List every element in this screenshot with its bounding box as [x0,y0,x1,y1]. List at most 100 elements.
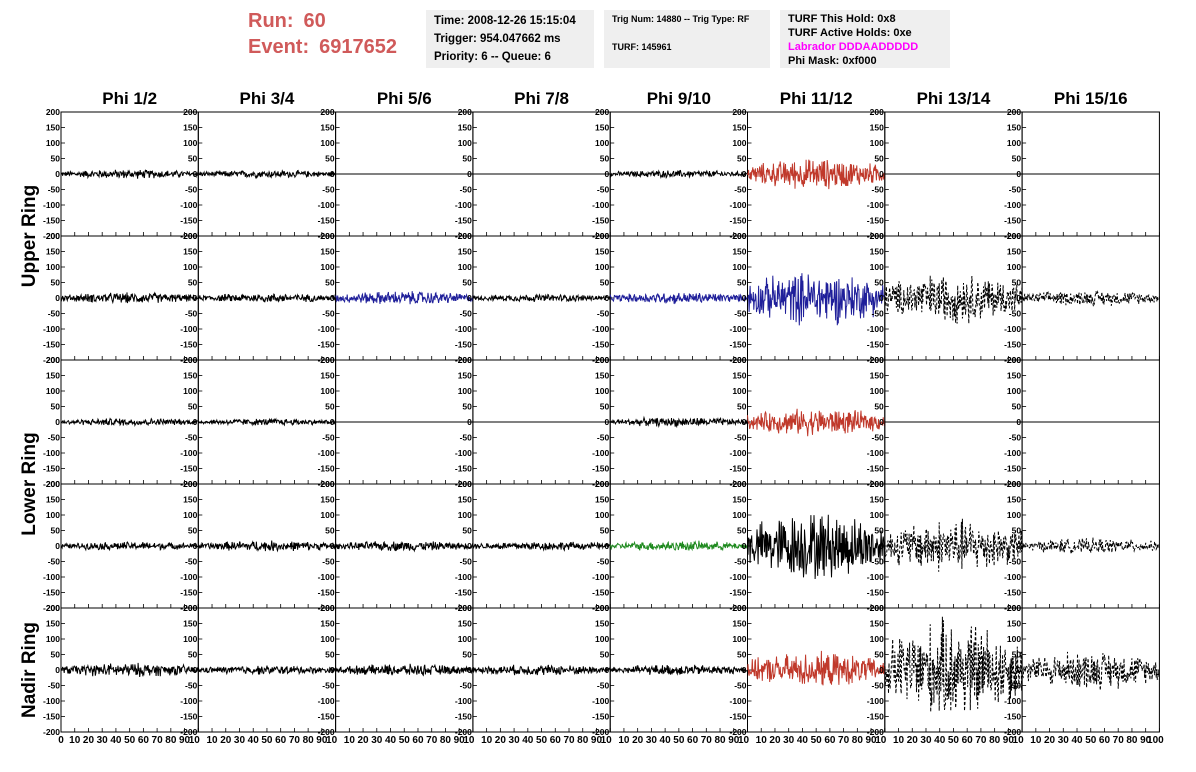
x-tick-label: 10 [738,735,750,746]
y-tick-label: -200 [455,727,472,737]
y-tick-label: -150 [592,464,609,474]
y-tick-label: 50 [51,402,61,412]
waveform-trace [335,291,474,305]
y-tick-label: 0 [467,293,472,303]
y-tick-label: 0 [193,541,198,551]
y-tick-label: 50 [737,278,747,288]
y-tick-label: -150 [43,588,60,598]
x-tick-label: 20 [220,735,232,746]
x-tick-label: 70 [563,735,575,746]
y-tick-label: 150 [183,371,197,381]
y-tick-label: 150 [458,495,472,505]
y-tick-label: 50 [188,278,198,288]
y-tick-label: 50 [1012,278,1022,288]
y-tick-label: -100 [867,448,884,458]
x-tick-label: 10 [1030,735,1042,746]
x-tick-label: 10 [69,735,81,746]
y-tick-label: 50 [600,278,610,288]
y-tick-label: 50 [462,526,472,536]
y-tick-label: -100 [43,696,60,706]
column-title: Phi 7/8 [514,89,569,108]
y-tick-label: -150 [180,588,197,598]
y-tick-label: 150 [1007,619,1021,629]
y-tick-label: -200 [43,603,60,613]
y-tick-label: -150 [43,340,60,350]
y-tick-label: 100 [1007,510,1021,520]
y-tick-label: 150 [732,495,746,505]
y-tick-label: 100 [595,138,609,148]
y-tick-label: -50 [597,557,610,567]
y-tick-label: 200 [870,479,884,489]
turf-info-box: TURF This Hold: 0x8 TURF Active Holds: 0… [780,10,950,68]
y-tick-label: -100 [592,572,609,582]
waveform-trace [609,540,748,552]
x-tick-label: 40 [660,735,672,746]
y-tick-label: -150 [318,712,335,722]
waveform-trace [609,415,748,429]
y-tick-label: 150 [458,619,472,629]
y-tick-label: 0 [467,169,472,179]
y-tick-label: 50 [51,278,61,288]
y-tick-label: 0 [879,293,884,303]
x-tick-label: 90 [316,735,328,746]
y-tick-label: 0 [193,417,198,427]
run-value: 60 [303,10,326,32]
x-tick-label: 60 [824,735,836,746]
x-tick-label: 80 [577,735,589,746]
y-tick-label: -150 [318,340,335,350]
x-tick-label: 90 [866,735,878,746]
x-tick-label: 10 [1013,735,1025,746]
y-tick-label: -150 [455,588,472,598]
y-tick-label: 50 [874,154,884,164]
waveform-trace [60,169,199,180]
trig-num-text: Trig Num: 14880 -- Trig Type: RF [612,14,750,24]
y-tick-label: 0 [55,293,60,303]
y-tick-label: 150 [870,247,884,257]
y-tick-label: -150 [592,340,609,350]
y-tick-label: 200 [458,479,472,489]
x-tick-label: 70 [152,735,164,746]
ring-label: Upper Ring [19,185,40,287]
y-tick-label: 0 [742,665,747,675]
x-tick-label: 50 [124,735,136,746]
y-tick-label: 50 [874,402,884,412]
y-tick-label: 150 [1007,495,1021,505]
y-tick-label: 0 [604,665,609,675]
y-tick-label: -100 [455,572,472,582]
x-tick-label: 50 [811,735,823,746]
waveform-trace [472,293,611,303]
y-tick-label: 50 [188,154,198,164]
x-tick-label: 20 [769,735,781,746]
y-tick-label: 150 [732,247,746,257]
y-tick-label: 0 [467,665,472,675]
y-tick-label: -50 [460,309,473,319]
y-tick-label: -100 [592,200,609,210]
y-tick-label: -50 [597,681,610,691]
y-tick-label: 150 [595,247,609,257]
y-tick-label: -150 [729,216,746,226]
y-tick-label: -150 [455,464,472,474]
y-tick-label: 200 [320,479,334,489]
column-title: Phi 13/14 [917,89,991,108]
y-tick-label: -150 [180,216,197,226]
x-tick-label: 70 [701,735,713,746]
y-tick-label: 150 [458,123,472,133]
y-tick-label: -200 [43,479,60,489]
y-tick-label: 150 [595,495,609,505]
y-tick-label: -50 [597,309,610,319]
x-tick-label: 100 [1147,735,1164,746]
y-tick-label: -150 [1004,588,1021,598]
y-tick-label: -100 [1004,448,1021,458]
waveform-trace [197,417,336,427]
y-tick-label: 150 [458,371,472,381]
y-tick-label: 50 [737,154,747,164]
x-tick-label: 80 [1126,735,1138,746]
y-tick-label: -100 [180,696,197,706]
y-tick-label: 50 [874,526,884,536]
y-tick-label: 200 [870,603,884,613]
x-tick-label: 60 [962,735,974,746]
waveform-trace [472,664,611,676]
y-tick-label: -50 [872,309,885,319]
y-tick-label: -150 [592,216,609,226]
